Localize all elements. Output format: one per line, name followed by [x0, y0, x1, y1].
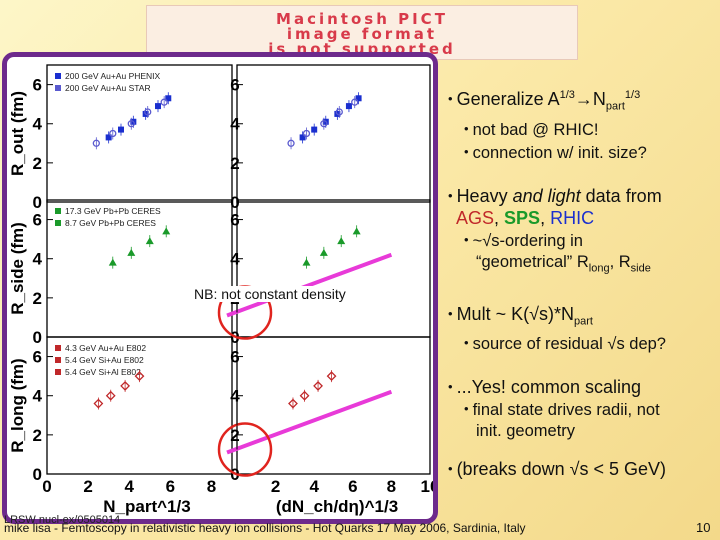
y-tick-label: 4	[33, 250, 43, 269]
density-note: NB: not constant density	[192, 286, 348, 302]
x-tick-label: 4	[124, 477, 134, 496]
x-tick-label: 2	[271, 477, 280, 496]
legend-marker	[55, 73, 61, 79]
y-tick-label: 2	[230, 426, 239, 445]
x-tick-label: 6	[166, 477, 175, 496]
panel-frame	[46, 64, 233, 203]
y-tick-label: 2	[33, 426, 42, 445]
x-axis-label-right: (dN_ch/dη)^1/3	[276, 497, 398, 516]
y-tick-label: 6	[230, 76, 239, 95]
y-tick-label: 6	[33, 211, 42, 230]
y-axis-label: R_side (fm)	[8, 222, 27, 315]
y-tick-label: 4	[33, 387, 43, 406]
y-tick-label: 4	[230, 250, 240, 269]
y-tick-label: 4	[230, 115, 240, 134]
y-tick-label: 4	[33, 115, 43, 134]
y-tick-label: 6	[230, 348, 239, 367]
legend-entry: 200 GeV Au+Au STAR	[65, 83, 151, 93]
legend-entry: 4.3 GeV Au+Au E802	[65, 343, 146, 353]
x-tick-label: 8	[207, 477, 216, 496]
legend-marker	[55, 345, 61, 351]
y-tick-label: 2	[33, 289, 42, 308]
y-tick-label: 0	[33, 465, 42, 484]
pict-line-1: Macintosh PICT	[276, 10, 448, 28]
legend-entry: 5.4 GeV Si+Al E802	[65, 367, 141, 377]
y-axis-label: R_out (fm)	[8, 91, 27, 176]
y-tick-label: 0	[33, 328, 42, 347]
bullet-breaks: • (breaks down √s < 5 GeV)	[448, 459, 667, 480]
footer-citation: mike lisa - Femtoscopy in relativistic h…	[4, 521, 526, 535]
footer-reference: LRSW nucl-ex/0505014	[4, 514, 121, 526]
x-tick-label: 0	[42, 477, 51, 496]
legend-entry: 200 GeV Au+Au PHENIX	[65, 71, 161, 81]
bullet-source: • source of residual √s dep?	[464, 335, 666, 354]
bullet-heavy-light: • Heavy and light data from	[448, 185, 662, 206]
legend-marker	[55, 357, 61, 363]
page-number: 10	[696, 520, 711, 535]
legend-marker	[55, 208, 61, 214]
bullet-mult: • Mult ~ K(√s)*Npart	[448, 303, 593, 328]
bullet-connection: • connection w/ init. size?	[464, 143, 647, 162]
bullet-list: • Generalize A1/3→Npart1/3 • not bad @ RHI…	[448, 84, 718, 480]
panel-frame	[236, 64, 431, 203]
legend-entry: 17.3 GeV Pb+Pb CERES	[65, 206, 161, 216]
highlight-circle	[217, 422, 273, 477]
bullet-final: • final state drives radii, not	[464, 401, 660, 420]
y-tick-label: 6	[33, 76, 42, 95]
bullet-yes: • ...Yes! common scaling	[448, 377, 641, 398]
x-tick-label: 2	[83, 477, 92, 496]
pict-line-2: image format	[286, 25, 438, 43]
panel-frame	[236, 336, 431, 475]
bullet-facilities: AGS, SPS, RHIC	[456, 207, 595, 228]
y-tick-label: 0	[33, 193, 42, 212]
x-axis-label-left: N_part^1/3	[103, 497, 190, 516]
y-tick-label: 6	[33, 348, 42, 367]
x-tick-label: 4	[309, 477, 319, 496]
pict-placeholder: Macintosh PICT image format is not suppo…	[146, 5, 578, 60]
y-tick-label: 4	[230, 387, 240, 406]
bullet-ordering: • ~√s-ordering in	[464, 231, 583, 250]
legend-entry: 5.4 GeV Si+Au E802	[65, 355, 144, 365]
x-tick-label: 6	[348, 477, 357, 496]
y-tick-label: 6	[230, 211, 239, 230]
y-tick-label: 2	[230, 154, 239, 173]
x-tick-label: 10	[421, 477, 433, 496]
bullet-geometrical: “geometrical” Rlong, Rside	[476, 252, 651, 274]
fit-line	[226, 389, 393, 455]
legend-marker	[55, 369, 61, 375]
legend-entry: 8.7 GeV Pb+Pb CERES	[65, 218, 156, 228]
y-axis-label: R_long (fm)	[8, 358, 27, 452]
plot-marks: 200 GeV Au+Au PHENIX 200 GeV Au+Au STAR 17…	[55, 71, 393, 479]
panel-frame	[236, 199, 431, 338]
legend-marker	[55, 220, 61, 226]
bullet-not-bad: • not bad @ RHIC!	[464, 120, 599, 139]
bullet-init: init. geometry	[476, 422, 576, 441]
panel-frame	[46, 336, 233, 475]
y-tick-label: 0	[230, 193, 239, 212]
legend-marker	[55, 85, 61, 91]
bullet-generalize: • Generalize A1/3→Npart1/3	[448, 89, 641, 113]
y-tick-label: 2	[33, 154, 42, 173]
x-tick-label: 8	[387, 477, 396, 496]
fit-line	[226, 252, 393, 318]
